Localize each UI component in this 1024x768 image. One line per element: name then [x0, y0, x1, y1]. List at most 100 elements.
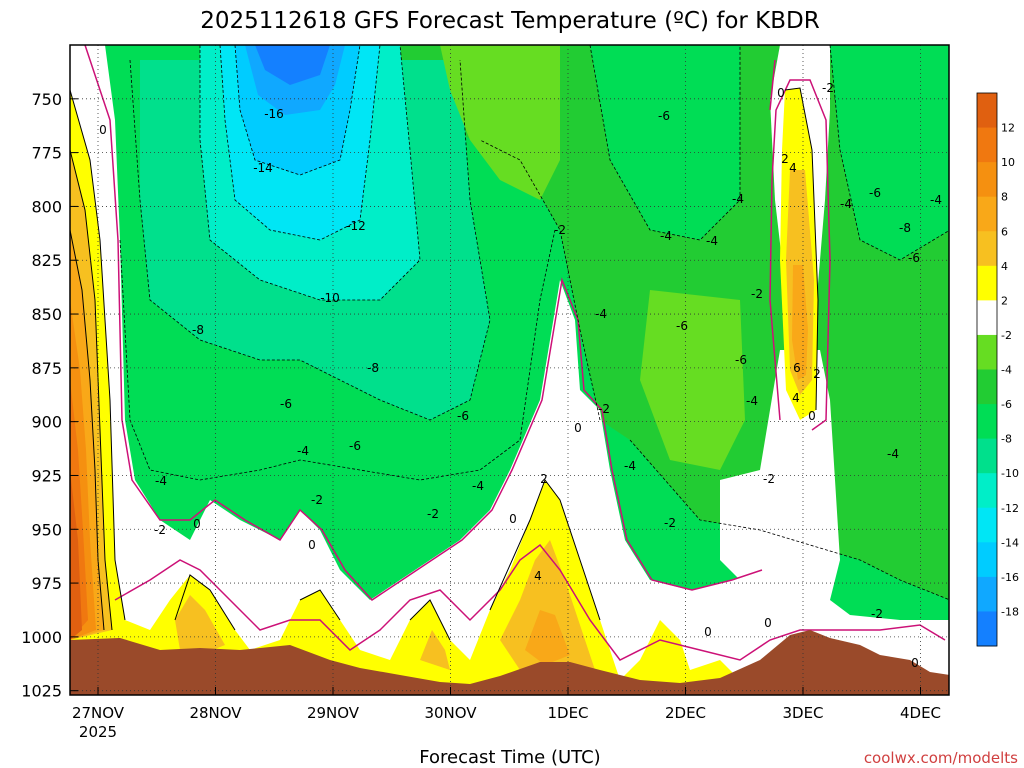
band-zero-white-mid: [720, 470, 830, 600]
contour-label: -6: [457, 409, 469, 423]
contour-label: 0: [808, 409, 816, 423]
contour-label: 4: [792, 391, 800, 405]
colorbar-label: -4: [1001, 364, 1012, 377]
contour-label: 0: [574, 421, 582, 435]
y-tick-label: 775: [31, 144, 62, 163]
contour-label: -2: [871, 607, 883, 621]
contour-cold-lines: [119, 45, 949, 601]
contour-label: -6: [735, 353, 747, 367]
y-tick-label: 975: [31, 574, 62, 593]
y-axis: 750 775 800 825 850 875 900 925 950 975 1000 1025: [21, 90, 78, 701]
contour-labels: 0 -16 -14 -12 -10 -8 -8 -6 -6 -6 -4 -4 -4 -2 -2 -2 0 0 0 2 0…: [99, 81, 942, 670]
contour-label: -2: [311, 493, 323, 507]
y-tick-label: 850: [31, 305, 62, 324]
band-plus2-yellow: [70, 90, 740, 695]
contour-label: -4: [472, 479, 484, 493]
band-minus6-patch-d: [830, 45, 949, 260]
contour-label: 2: [813, 367, 821, 381]
contour-label: 2: [540, 472, 548, 486]
contour-0-line-lower: [114, 543, 946, 661]
credit-link[interactable]: coolwx.com/modelts: [864, 749, 1018, 767]
colorbar-label: -12: [1001, 502, 1019, 515]
colorbar-label: -2: [1001, 329, 1012, 342]
contour-0-line: [84, 45, 763, 601]
contour-label: 0: [308, 538, 316, 552]
x-axis-label: Forecast Time (UTC): [419, 747, 600, 768]
colorbar-swatch: [977, 404, 997, 440]
contour-label: -4: [155, 474, 167, 488]
contour-label: -2: [664, 516, 676, 530]
colorbar-swatch: [977, 542, 997, 578]
contour-label: -6: [349, 439, 361, 453]
contour-label: -4: [840, 197, 852, 211]
contour-label: -12: [346, 219, 366, 233]
y-tick-label: 900: [31, 413, 62, 432]
band-plus12: [70, 470, 82, 640]
chart-title: 2025112618 GFS Forecast Temperature (ºC)…: [200, 8, 820, 34]
contour-label: 4: [534, 569, 542, 583]
contour-label: 2: [781, 152, 789, 166]
contour-label: -4: [297, 444, 309, 458]
y-tick-label: 925: [31, 466, 62, 485]
x-tick-label: 1DEC: [547, 704, 588, 722]
colorbar-label: 8: [1001, 191, 1008, 204]
colorbar-swatch: [977, 369, 997, 405]
band-minus2-patch-a: [440, 45, 560, 200]
contour-label: 0: [193, 517, 201, 531]
colorbar-swatch: [977, 127, 997, 163]
y-tick-label: 825: [31, 251, 62, 270]
contour-label: -4: [660, 229, 672, 243]
contour-label: -14: [253, 161, 273, 175]
x-tick-label: 4DEC: [900, 704, 941, 722]
contour-label: -4: [930, 193, 942, 207]
colorbar-swatch: [977, 265, 997, 301]
contour-label: 0: [777, 86, 785, 100]
band-minus6-patch-b: [590, 45, 740, 240]
contour-label: -4: [746, 394, 758, 408]
contour-label: -8: [367, 361, 379, 375]
y-tick-label: 750: [31, 90, 62, 109]
contour-label: 0: [764, 616, 772, 630]
contour-label: -2: [763, 472, 775, 486]
colorbar-swatch: [977, 611, 997, 647]
colorbar-label: -8: [1001, 433, 1012, 446]
contour-label: -8: [899, 221, 911, 235]
colorbar-swatch: [977, 300, 997, 336]
x-tick-label: 3DEC: [782, 704, 823, 722]
colorbar-swatch: [977, 231, 997, 267]
colorbar-frame: [976, 92, 998, 647]
colorbar-swatch: [977, 196, 997, 232]
plot-frame: [69, 44, 950, 696]
band-plus4-bubble-28nov: [175, 595, 225, 655]
y-tick-label: 800: [31, 197, 62, 216]
x-tick-label: 29NOV: [307, 704, 360, 722]
band-plus6-column: [792, 265, 808, 380]
colorbar-swatch: [977, 473, 997, 509]
contour-warm-lines: [70, 87, 819, 641]
contour-label: 0: [509, 512, 517, 526]
x-tick-label: 27NOV: [72, 704, 125, 722]
grid: [70, 45, 949, 695]
plot-area: [70, 45, 949, 695]
contour-0-3dec: [769, 59, 831, 431]
colorbar-label: -14: [1001, 536, 1019, 549]
contour-label: -6: [676, 319, 688, 333]
band-minus18-region: [255, 45, 330, 85]
contour-label: -2: [822, 81, 834, 95]
band-plus4-bubble-1dec: [500, 540, 595, 670]
band-plus6-bubble-1dec: [525, 610, 570, 665]
colorbar-swatch: [977, 162, 997, 198]
contour-label: -6: [908, 251, 920, 265]
colorbar-swatch: [977, 507, 997, 543]
contour-label: 0: [911, 656, 919, 670]
contour-label: -8: [192, 323, 204, 337]
colorbar: 12 10 8 6 4 2 -2 -4 -6 -8 -10 -12 -14 -16 -18: [976, 92, 1019, 647]
x-tick-label: 2DEC: [665, 704, 706, 722]
band-zero-white: [70, 45, 949, 695]
y-tick-label: 1025: [21, 682, 62, 701]
contour-label: -2: [751, 287, 763, 301]
colorbar-label: -10: [1001, 467, 1019, 480]
colorbar-label: 4: [1001, 260, 1008, 273]
contour-label: -2: [554, 223, 566, 237]
